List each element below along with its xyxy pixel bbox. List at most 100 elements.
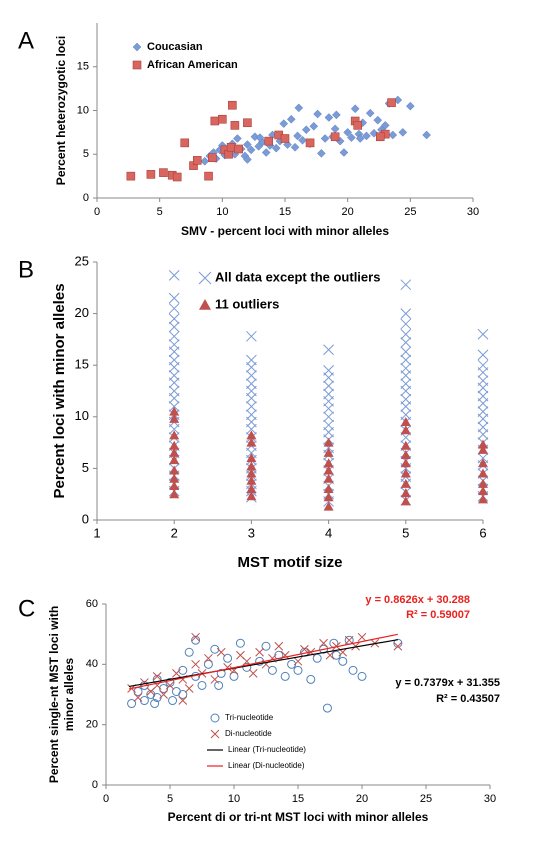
marker bbox=[400, 328, 412, 340]
trendline-annotation: R² = 0.59007 bbox=[406, 609, 470, 621]
marker bbox=[267, 665, 277, 675]
marker bbox=[184, 647, 194, 657]
marker bbox=[400, 478, 411, 488]
marker bbox=[323, 411, 334, 423]
y-tick-label: 60 bbox=[86, 598, 98, 610]
marker bbox=[246, 437, 257, 447]
marker bbox=[127, 699, 137, 709]
legend-label: Linear (Tri-nucleotide) bbox=[228, 745, 306, 754]
marker bbox=[400, 401, 412, 412]
marker bbox=[323, 496, 334, 507]
marker bbox=[380, 121, 390, 130]
marker bbox=[168, 346, 180, 358]
marker bbox=[168, 303, 180, 314]
marker bbox=[373, 115, 383, 125]
marker bbox=[229, 671, 239, 681]
marker bbox=[271, 143, 281, 153]
y-tick-label: 15 bbox=[77, 61, 89, 73]
marker bbox=[228, 100, 237, 110]
marker bbox=[165, 677, 175, 687]
marker bbox=[255, 647, 264, 657]
x-tick-label: 5 bbox=[167, 793, 173, 805]
marker bbox=[477, 349, 489, 361]
marker bbox=[323, 473, 334, 483]
y-tick-label: 40 bbox=[86, 658, 98, 670]
marker bbox=[332, 110, 341, 120]
marker bbox=[350, 104, 360, 114]
marker bbox=[234, 144, 243, 154]
marker bbox=[362, 131, 371, 141]
marker bbox=[191, 632, 200, 642]
marker bbox=[280, 134, 290, 143]
marker bbox=[204, 171, 213, 181]
marker bbox=[400, 425, 411, 435]
marker bbox=[312, 653, 322, 663]
x-tick-label: 4 bbox=[325, 525, 332, 540]
marker bbox=[301, 125, 311, 135]
marker bbox=[400, 318, 412, 330]
marker bbox=[330, 132, 340, 142]
marker bbox=[300, 644, 309, 654]
legend-label: African American bbox=[147, 59, 238, 71]
x-tick-label: 2 bbox=[171, 525, 178, 540]
marker bbox=[169, 406, 180, 416]
marker bbox=[323, 458, 334, 468]
marker bbox=[200, 156, 210, 166]
marker bbox=[204, 653, 213, 663]
marker bbox=[478, 468, 488, 478]
marker bbox=[168, 313, 180, 325]
marker bbox=[168, 392, 180, 404]
marker bbox=[216, 668, 226, 678]
marker bbox=[169, 455, 180, 465]
marker bbox=[400, 449, 411, 459]
x-tick-label: 3 bbox=[248, 525, 255, 540]
marker bbox=[191, 635, 201, 645]
trendline-annotation: y = 0.8626x + 30.288 bbox=[365, 594, 470, 606]
marker bbox=[388, 130, 398, 140]
marker bbox=[261, 148, 271, 157]
marker bbox=[323, 372, 334, 383]
marker bbox=[169, 413, 180, 423]
marker bbox=[226, 142, 236, 152]
y-tick-label: 0 bbox=[92, 779, 98, 791]
marker bbox=[339, 148, 349, 157]
x-tick-label: 20 bbox=[342, 206, 354, 218]
marker bbox=[246, 370, 257, 381]
x-tick-label: 5 bbox=[157, 206, 163, 218]
marker bbox=[191, 659, 200, 669]
marker bbox=[246, 491, 257, 501]
y-tick-label: 0 bbox=[82, 511, 89, 526]
marker bbox=[293, 131, 302, 141]
marker bbox=[323, 447, 334, 457]
marker bbox=[400, 468, 411, 478]
legend-label: All data except the outliers bbox=[215, 269, 380, 284]
marker bbox=[218, 114, 227, 124]
marker bbox=[400, 354, 412, 366]
trendline-annotation: y = 0.7379x + 31.355 bbox=[395, 677, 500, 689]
marker bbox=[246, 484, 257, 494]
marker bbox=[319, 638, 328, 648]
marker bbox=[126, 171, 136, 181]
x-tick-label: 25 bbox=[404, 206, 416, 218]
marker bbox=[169, 430, 180, 440]
marker bbox=[168, 377, 180, 389]
marker bbox=[150, 699, 160, 709]
marker bbox=[400, 496, 411, 506]
marker bbox=[323, 492, 334, 502]
panel-label: C bbox=[18, 595, 35, 622]
panel-label: A bbox=[18, 27, 34, 54]
x-tick-label: 10 bbox=[216, 206, 228, 218]
y-axis-label: Percent single-nt MST loci with bbox=[47, 606, 61, 783]
x-axis-label: Percent di or tri-nt MST loci with minor… bbox=[168, 810, 429, 824]
marker bbox=[168, 361, 180, 373]
marker bbox=[279, 119, 289, 128]
marker bbox=[400, 337, 412, 348]
y-tick-label: 5 bbox=[82, 460, 89, 475]
marker bbox=[169, 480, 180, 490]
marker bbox=[294, 103, 304, 113]
x-tick-label: 6 bbox=[479, 525, 486, 540]
marker bbox=[290, 142, 300, 152]
marker bbox=[400, 440, 411, 450]
marker bbox=[246, 475, 257, 485]
x-tick-label: 5 bbox=[402, 525, 409, 540]
